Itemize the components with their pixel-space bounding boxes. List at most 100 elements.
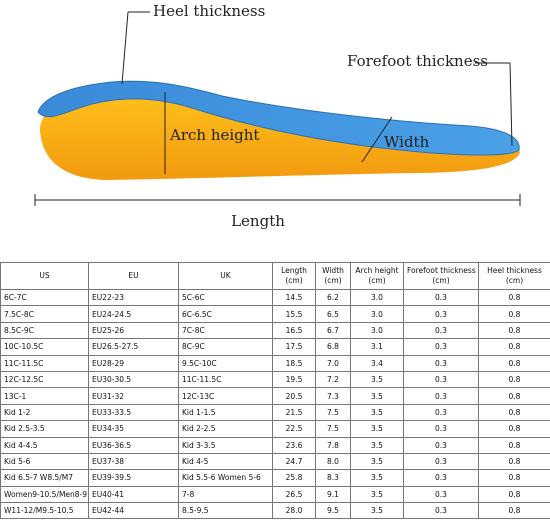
table-cell: Kid 4-5 xyxy=(178,452,273,471)
table-cell: W11-12/M9.5-10.5 xyxy=(0,502,89,520)
table-cell: EU33-33.5 xyxy=(88,403,179,422)
table-cell: 6C-7C xyxy=(0,288,89,307)
table-cell: EU28-29 xyxy=(88,354,179,372)
table-cell: 9.5 xyxy=(315,502,351,520)
table-cell: Kid 5.5-6 Women 5-6 xyxy=(178,469,273,487)
header-text: (cm) xyxy=(368,276,386,285)
header-text: (cm) xyxy=(285,276,303,285)
table-cell: 3.0 xyxy=(350,321,404,340)
table-cell: 0.3 xyxy=(403,321,479,340)
table-row: 13C-1 EU31-32 12C-13C 20.5 7.3 3.5 0.3 0.8 xyxy=(0,387,550,405)
table-cell: 0.8 xyxy=(478,469,550,487)
table-cell: EU22-23 xyxy=(88,288,179,307)
table-row: 8.5C-9C EU25-26 7C-8C 16.5 6.7 3.0 0.3 0.8 xyxy=(0,321,550,340)
table-cell: 3.5 xyxy=(350,485,404,504)
table-cell: 24.7 xyxy=(272,452,316,471)
table-cell: 0.3 xyxy=(403,502,479,520)
table-cell: 0.8 xyxy=(478,354,550,372)
table-cell: 16.5 xyxy=(272,321,316,340)
table-cell: 19.5 xyxy=(272,370,316,389)
table-cell: 0.3 xyxy=(403,469,479,487)
table-cell: 3.5 xyxy=(350,469,404,487)
table-cell: 25.8 xyxy=(272,469,316,487)
table-cell: 0.3 xyxy=(403,354,479,372)
header-text: UK xyxy=(220,271,231,280)
table-cell: 8.3 xyxy=(315,469,351,487)
table-cell: 7C-8C xyxy=(178,321,273,340)
header-text: Heel thickness xyxy=(487,266,542,275)
table-cell: 0.8 xyxy=(478,370,550,389)
header-text: US xyxy=(39,271,50,280)
table-cell: 3.5 xyxy=(350,387,404,405)
table-cell: 12C-13C xyxy=(178,387,273,405)
table-cell: 6.2 xyxy=(315,288,351,307)
table-cell: Kid 3-3.5 xyxy=(178,436,273,454)
header-cell: Length (cm) xyxy=(272,262,316,290)
table-cell: Kid 1-1.5 xyxy=(178,403,273,422)
table-cell: 0.3 xyxy=(403,403,479,422)
header-text: (cm) xyxy=(324,276,342,285)
header-row: US EU UK Length (cm) Width (cm) Arch height (cm)… xyxy=(0,262,550,290)
table-cell: 0.8 xyxy=(478,403,550,422)
table-cell: Kid 1-2 xyxy=(0,403,89,422)
table-cell: 0.3 xyxy=(403,305,479,323)
table-cell: 12C-12.5C xyxy=(0,370,89,389)
table-cell: 10C-10.5C xyxy=(0,338,89,356)
width-label: Width xyxy=(384,133,430,151)
forefoot-leader xyxy=(509,62,513,147)
table-cell: EU40-41 xyxy=(88,485,179,504)
table-cell: Kid 4-4.5 xyxy=(0,436,89,454)
table-cell: 0.8 xyxy=(478,321,550,340)
table-cell: 7.5C-8C xyxy=(0,305,89,323)
table-cell: 3.5 xyxy=(350,436,404,454)
table-cell: 0.3 xyxy=(403,288,479,307)
header-cell: Heel thickness (cm) xyxy=(478,262,550,290)
table-cell: 6C-6.5C xyxy=(178,305,273,323)
table-cell: 7.2 xyxy=(315,370,351,389)
table-cell: 5C-6C xyxy=(178,288,273,307)
table-cell: 7-8 xyxy=(178,485,273,504)
table-cell: EU25-26 xyxy=(88,321,179,340)
table-cell: 21.5 xyxy=(272,403,316,422)
header-text: (cm) xyxy=(505,276,524,285)
table-cell: EU26.5-27.5 xyxy=(88,338,179,356)
table-cell: EU31-32 xyxy=(88,387,179,405)
table-cell: 3.0 xyxy=(350,288,404,307)
table-cell: 3.5 xyxy=(350,370,404,389)
table-cell: 26.5 xyxy=(272,485,316,504)
table-cell: 0.3 xyxy=(403,370,479,389)
table-cell: EU24-24.5 xyxy=(88,305,179,323)
table-cell: 0.8 xyxy=(478,288,550,307)
table-cell: 0.3 xyxy=(403,452,479,471)
table-cell: 22.5 xyxy=(272,420,316,438)
table-cell: 0.3 xyxy=(403,338,479,356)
length-label: Length xyxy=(231,212,285,230)
insole-base xyxy=(40,88,520,180)
table-cell: 0.3 xyxy=(403,436,479,454)
table-cell: 0.8 xyxy=(478,420,550,438)
arch-label: Arch height xyxy=(169,126,259,144)
insole-top xyxy=(37,80,520,156)
table-cell: Kid 2.5-3.5 xyxy=(0,420,89,438)
table-cell: 0.8 xyxy=(478,305,550,323)
table-cell: 6.8 xyxy=(315,338,351,356)
table-row: Kid 1-2 EU33-33.5 Kid 1-1.5 21.5 7.5 3.5 0.3 0.… xyxy=(0,403,550,422)
table-cell: Kid 5-6 xyxy=(0,452,89,471)
header-cell: Arch height (cm) xyxy=(350,262,404,290)
header-cell: Forefoot thickness (cm) xyxy=(403,262,479,290)
table-cell: 6.7 xyxy=(315,321,351,340)
table-cell: 8.5C-9C xyxy=(0,321,89,340)
width-arrow xyxy=(361,116,393,163)
table-row: Kid 5-6 EU37-38 Kid 4-5 24.7 8.0 3.5 0.3 0.8 xyxy=(0,452,550,471)
table-cell: 3.5 xyxy=(350,502,404,520)
header-text: (cm) xyxy=(432,276,450,285)
size-table: US EU UK Length (cm) Width (cm) Arch height (cm)… xyxy=(0,262,550,520)
table-cell: 7.3 xyxy=(315,387,351,405)
table-cell: EU30-30.5 xyxy=(88,370,179,389)
table-cell: Kid 6.5-7 W8.5/M7 xyxy=(0,469,89,487)
table-cell: 7.5 xyxy=(315,420,351,438)
table-cell: 0.3 xyxy=(403,387,479,405)
table-row: Kid 4-4.5 EU36-36.5 Kid 3-3.5 23.6 7.8 3.5 0.3… xyxy=(0,436,550,454)
header-text: Arch height xyxy=(355,266,399,275)
